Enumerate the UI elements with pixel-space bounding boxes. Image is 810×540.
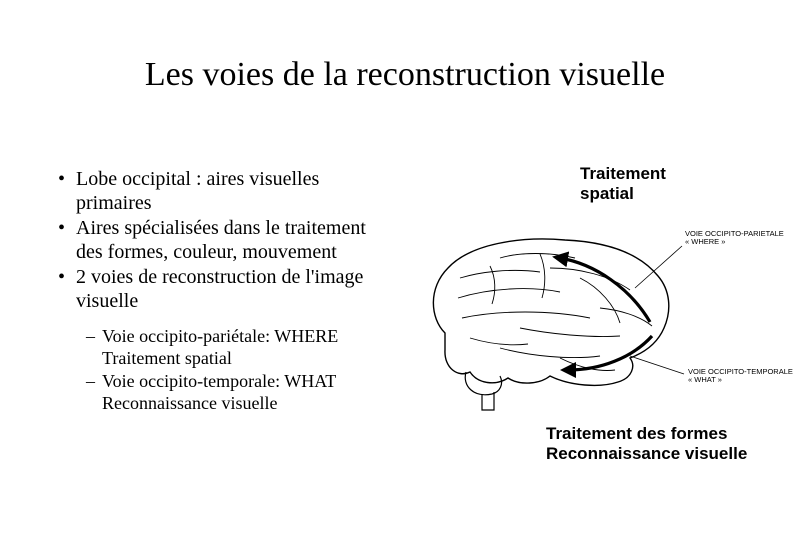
content-column: Lobe occipital : aires visuelles primair… bbox=[58, 168, 388, 417]
annotation-spatial: Traitement spatial bbox=[580, 164, 666, 203]
sub-bullet-item: Voie occipito-temporale: WHAT Reconnaiss… bbox=[86, 371, 388, 415]
slide-title: Les voies de la reconstruction visuelle bbox=[0, 56, 810, 94]
sub-bullet-head: Voie occipito-pariétale: WHERE bbox=[102, 326, 338, 346]
diagram-label-parietal: VOIE OCCIPITO-PARIETALE « WHERE » bbox=[685, 230, 784, 246]
annotation-line: Traitement bbox=[580, 164, 666, 183]
annotation-forms: Traitement des formes Reconnaissance vis… bbox=[546, 424, 747, 463]
diagram-label-temporal: VOIE OCCIPITO-TEMPORALE « WHAT » bbox=[688, 368, 793, 384]
dorsal-pathway-arrow bbox=[560, 258, 650, 322]
diagram-label-line: « WHERE » bbox=[685, 237, 725, 246]
label-connector-temporal bbox=[630, 356, 684, 374]
bullet-item: Aires spécialisées dans le traitement de… bbox=[58, 217, 388, 264]
annotation-line: spatial bbox=[580, 184, 634, 203]
cerebellum-outline bbox=[465, 372, 501, 395]
sub-bullet-list: Voie occipito-pariétale: WHERE Traitemen… bbox=[86, 326, 388, 416]
sub-bullet-cont: Traitement spatial bbox=[102, 348, 388, 370]
bullet-item: 2 voies de reconstruction de l'image vis… bbox=[58, 266, 388, 313]
sub-bullet-cont: Reconnaissance visuelle bbox=[102, 393, 388, 415]
sub-bullet-head: Voie occipito-temporale: WHAT bbox=[102, 371, 336, 391]
brain-diagram: VOIE OCCIPITO-PARIETALE « WHERE » VOIE O… bbox=[400, 218, 800, 418]
bullet-item: Lobe occipital : aires visuelles primair… bbox=[58, 168, 388, 215]
main-bullet-list: Lobe occipital : aires visuelles primair… bbox=[58, 168, 388, 314]
sub-bullet-item: Voie occipito-pariétale: WHERE Traitemen… bbox=[86, 326, 388, 370]
diagram-label-line: « WHAT » bbox=[688, 375, 722, 384]
brain-svg bbox=[400, 218, 800, 418]
brain-outline bbox=[433, 239, 668, 385]
annotation-line: Traitement des formes bbox=[546, 424, 727, 443]
annotation-line: Reconnaissance visuelle bbox=[546, 444, 747, 463]
sulci-lines bbox=[458, 254, 652, 371]
label-connector-parietal bbox=[635, 246, 682, 288]
